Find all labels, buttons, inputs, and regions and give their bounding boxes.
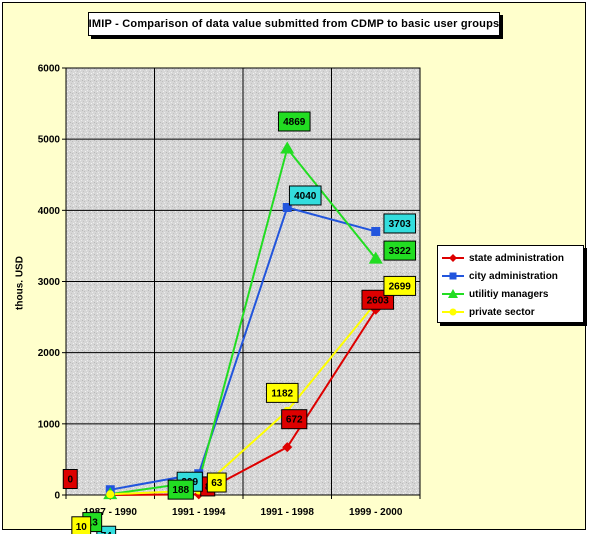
data-point — [368, 251, 383, 264]
data-label-box — [383, 213, 417, 234]
data-label: 4869 — [283, 117, 306, 128]
data-label: 3703 — [389, 219, 412, 230]
data-label: 2699 — [389, 281, 412, 292]
chart-title: IMIP - Comparison of data value submitte… — [88, 12, 500, 36]
data-label-box — [96, 525, 117, 534]
data-label: 2603 — [367, 295, 390, 306]
y-tick-label: 2000 — [38, 348, 61, 359]
y-tick-label: 4000 — [38, 206, 61, 217]
data-label: 10 — [76, 522, 88, 533]
series-line-2 — [110, 146, 377, 496]
series-line-3 — [110, 302, 377, 496]
legend: state administration city administration u… — [437, 245, 584, 323]
data-point — [282, 202, 292, 212]
x-tick-label: 1987 - 1990 — [84, 507, 138, 518]
x-tick-label: 1991 - 1998 — [261, 507, 315, 518]
data-point — [371, 226, 381, 236]
legend-label: city administration — [469, 270, 558, 282]
data-label: 74 — [101, 531, 113, 534]
legend-item: city administration — [442, 267, 579, 285]
y-tick-label: 5000 — [38, 135, 61, 146]
data-label: 13 — [87, 518, 99, 529]
data-label: 63 — [211, 478, 223, 489]
data-label-box — [167, 479, 194, 500]
data-label-box — [383, 275, 417, 296]
data-label-box — [277, 111, 311, 132]
legend-item: utilitiy managers — [442, 285, 579, 303]
y-tick-label: 0 — [54, 491, 60, 502]
legend-label: state administration — [469, 252, 565, 264]
data-label-box — [281, 409, 308, 430]
y-tick-label: 1000 — [38, 419, 61, 430]
data-label-box — [288, 185, 322, 206]
legend-label: private sector — [469, 306, 535, 318]
data-label: 3322 — [389, 246, 412, 257]
legend-item: state administration — [442, 249, 579, 267]
legend-swatch — [442, 272, 464, 280]
x-tick-label: 1991 - 1994 — [172, 507, 226, 518]
legend-swatch — [442, 308, 464, 316]
series-line-1 — [110, 206, 377, 491]
data-label: 0 — [67, 475, 73, 486]
data-point — [280, 141, 295, 154]
data-label-box — [206, 472, 227, 493]
y-tick-label: 6000 — [38, 64, 61, 75]
data-label: 188 — [172, 485, 189, 496]
data-label: 1182 — [271, 388, 293, 399]
data-label-box — [383, 240, 417, 261]
data-label-box — [62, 469, 78, 489]
series-line-0 — [110, 309, 377, 496]
data-label: 4040 — [294, 191, 317, 202]
y-tick-label: 3000 — [38, 277, 61, 288]
legend-label: utilitiy managers — [469, 288, 549, 300]
data-label-box — [71, 516, 92, 534]
x-tick-label: 1999 - 2000 — [349, 507, 403, 518]
data-point — [282, 442, 293, 453]
data-label-box — [265, 382, 299, 403]
legend-swatch — [442, 254, 464, 262]
legend-item: private sector — [442, 303, 579, 321]
legend-swatch — [442, 289, 464, 298]
data-label: 672 — [286, 415, 303, 426]
data-point — [106, 490, 115, 499]
